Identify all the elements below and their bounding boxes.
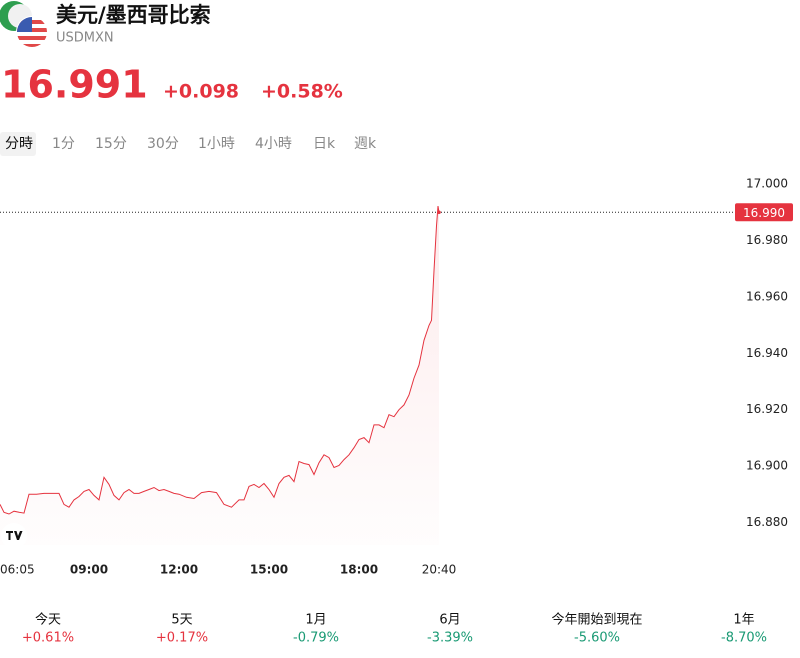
performance-value: +0.61% xyxy=(22,631,74,646)
performance-value: -5.60% xyxy=(574,631,620,646)
x-tick-label: 18:00 xyxy=(340,563,378,577)
y-tick-label: 16.880 xyxy=(746,515,788,529)
tab[interactable]: 4小時 xyxy=(255,136,292,152)
performance-value: -3.39% xyxy=(427,631,473,646)
change: +0.098 xyxy=(163,81,239,103)
y-tick-label: 16.920 xyxy=(746,402,788,416)
price: 16.991 xyxy=(1,63,148,107)
last-price-tag xyxy=(735,203,793,222)
performance-value: -8.70% xyxy=(721,631,767,646)
performance-label: 1年 xyxy=(733,613,754,628)
chart: 16.880 16.900 16.920 16.940 16.960 16.980 17.0… xyxy=(0,177,793,577)
performance-label: 1月 xyxy=(305,613,326,628)
y-tick-label: 16.980 xyxy=(746,233,788,247)
last-price-label: 16.990 xyxy=(743,206,785,220)
tab[interactable]: 15分 xyxy=(95,136,127,152)
performance-value: +0.17% xyxy=(156,631,208,646)
x-tick-label: 09:00 xyxy=(70,563,108,577)
tv-logo xyxy=(1,523,27,549)
tab[interactable]: 1小時 xyxy=(198,136,235,152)
y-tick-label: 16.940 xyxy=(746,346,788,360)
x-tick-label: 15:00 xyxy=(250,563,288,577)
performance: 今天 +0.61% 5天 +0.17% 1月 -0.79% 6月 -3.39% 今年開始到現在 -… xyxy=(22,612,767,646)
performance-label: 5天 xyxy=(171,613,192,628)
performance-label: 今年開始到現在 xyxy=(551,612,642,628)
tabs: 分時 1分 15分 30分 1小時 4小時 日k 週k xyxy=(0,132,377,156)
performance-label: 今天 xyxy=(35,612,61,628)
y-tick-label: 16.960 xyxy=(746,289,788,303)
title: 美元/墨西哥比索 xyxy=(56,3,211,27)
tab[interactable]: 日k xyxy=(313,136,336,152)
area xyxy=(0,206,439,545)
change-percent: +0.58% xyxy=(261,81,343,103)
x-tick-label: 06:05 xyxy=(0,563,35,577)
tab[interactable]: 分時 xyxy=(5,136,33,152)
currency-icon xyxy=(0,1,48,48)
performance-label: 6月 xyxy=(439,613,460,628)
last-point xyxy=(437,210,441,215)
line xyxy=(0,206,440,515)
y-tick-label: 17.000 xyxy=(746,177,788,191)
y-tick-label: 16.900 xyxy=(746,459,788,473)
tab[interactable]: 1分 xyxy=(52,136,75,152)
tab[interactable]: 30分 xyxy=(147,136,179,152)
performance-value: -0.79% xyxy=(293,631,339,646)
tab[interactable]: 週k xyxy=(354,136,377,152)
x-tick-label: 12:00 xyxy=(160,563,198,577)
x-tick-label: 20:40 xyxy=(422,563,457,577)
symbol: USDMXN xyxy=(56,31,114,46)
tab-selected-bg xyxy=(0,132,36,156)
